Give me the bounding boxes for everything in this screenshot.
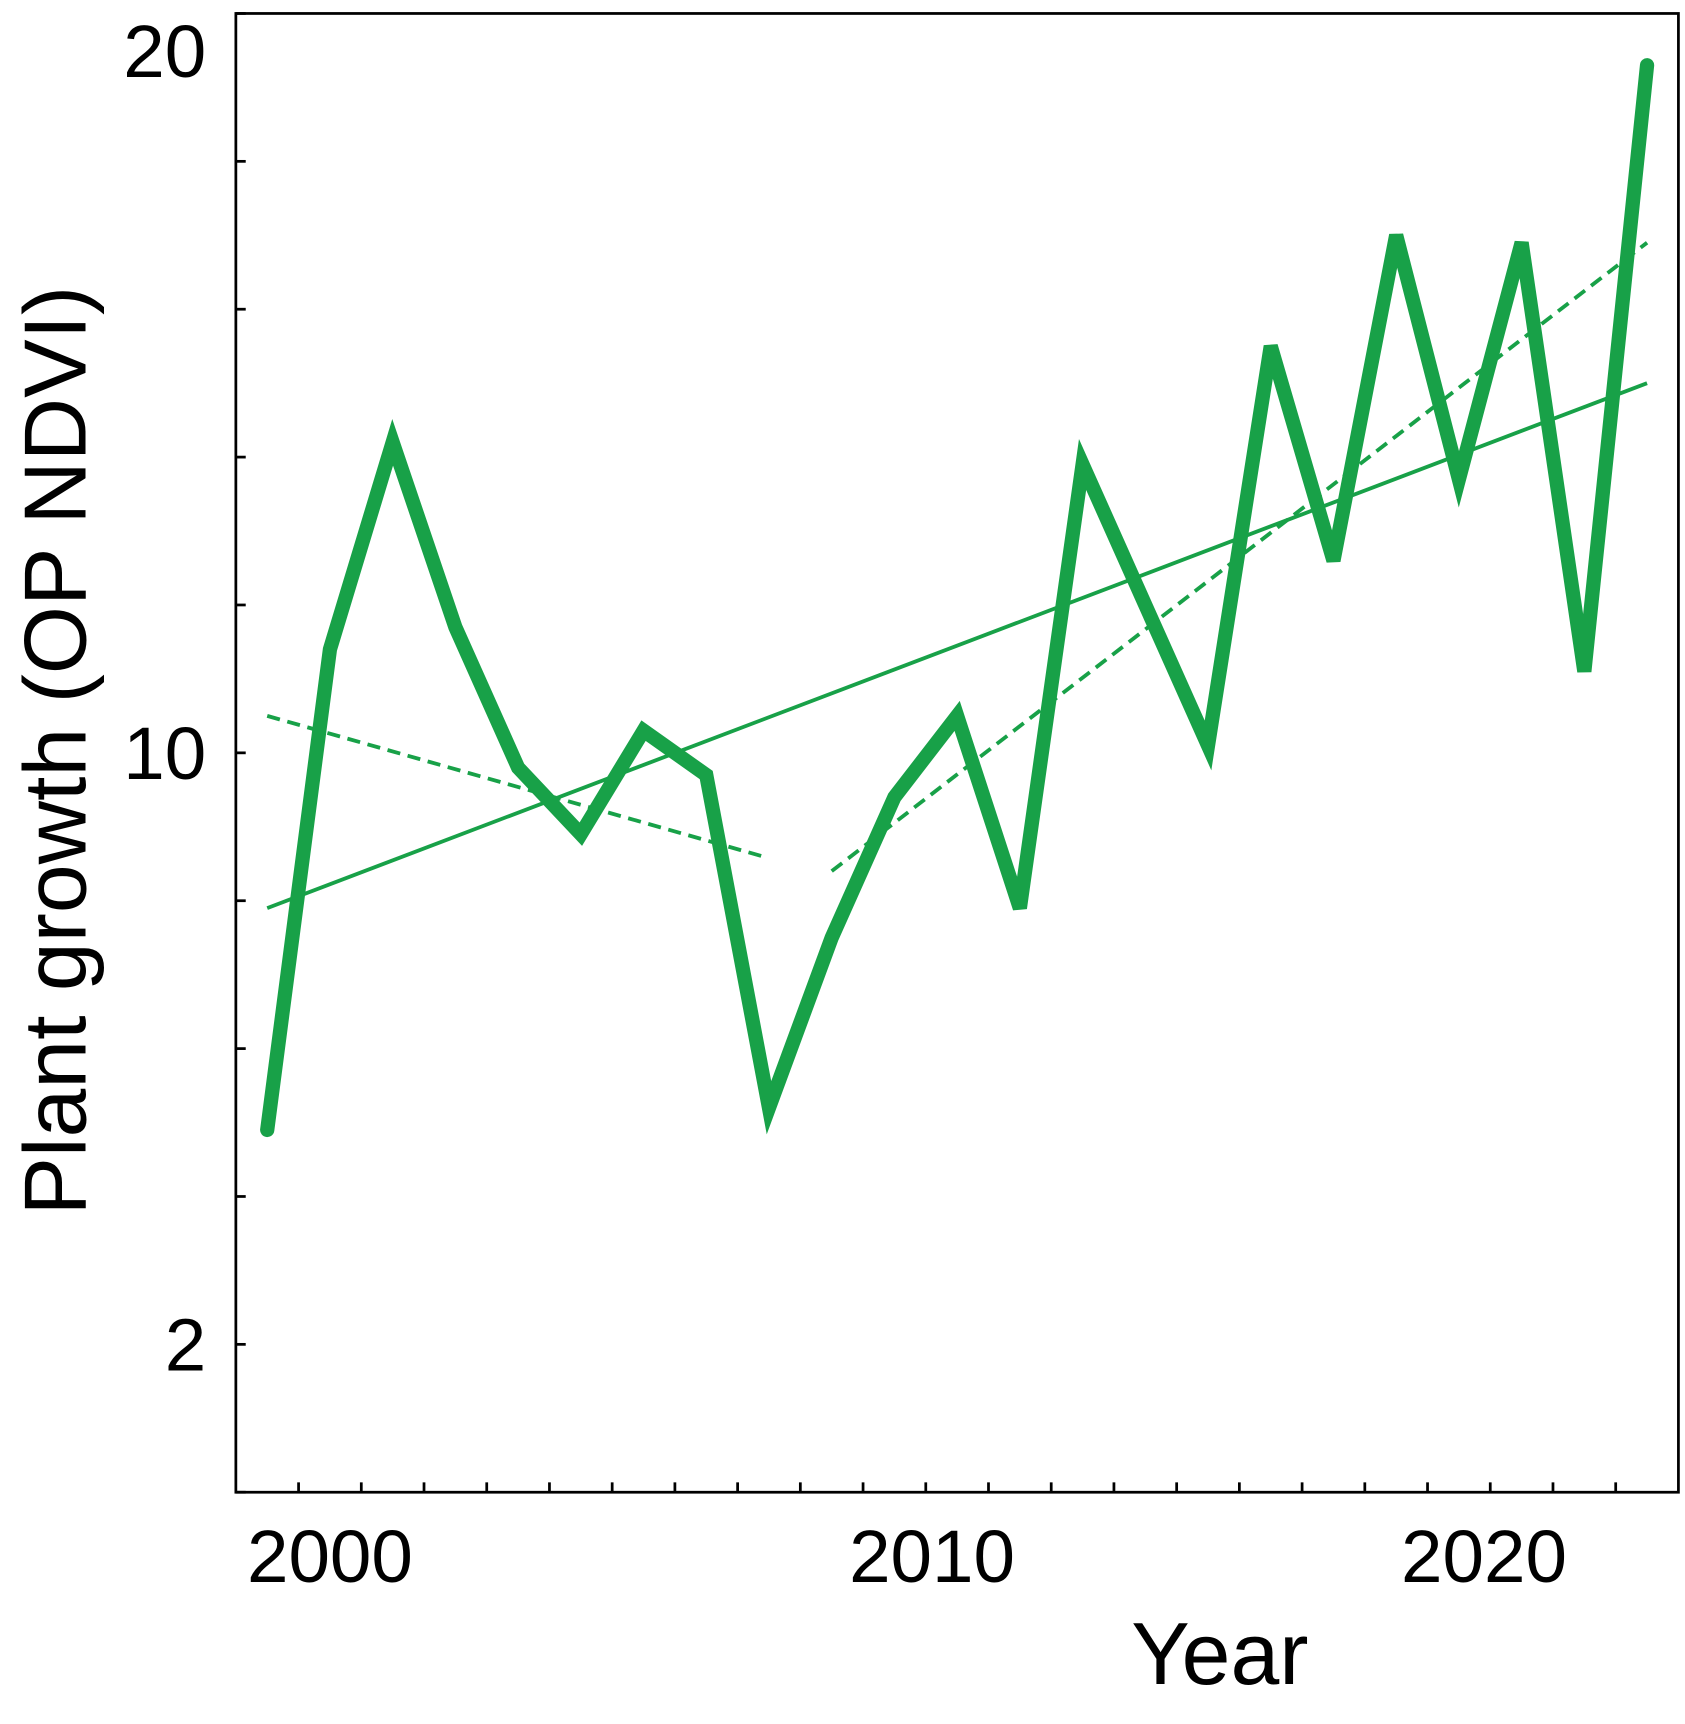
x-axis-ticks — [297, 1482, 1618, 1493]
x-tick-label: 2020 — [1401, 1514, 1567, 1598]
y-tick-labels: 2 10 20 — [123, 9, 206, 1387]
plot-frame — [234, 12, 1680, 1494]
y-tick-label: 20 — [123, 9, 206, 93]
y-tick-label: 10 — [123, 711, 206, 795]
x-axis-label: Year — [1131, 1605, 1308, 1703]
x-tick-labels: 2000 2010 2020 — [247, 1514, 1567, 1598]
dashed-trend-line — [266, 714, 764, 859]
series-line — [260, 58, 1655, 1138]
trend-lines — [266, 241, 1649, 910]
series-group — [260, 58, 1655, 1138]
x-tick-label: 2000 — [247, 1514, 413, 1598]
x-tick-label: 2010 — [849, 1514, 1015, 1598]
y-tick-label: 2 — [165, 1303, 206, 1387]
solid-trend-line — [266, 381, 1648, 910]
y-axis-ticks — [235, 12, 246, 1494]
y-axis-label: Plant growth (OP NDVI) — [7, 286, 105, 1216]
